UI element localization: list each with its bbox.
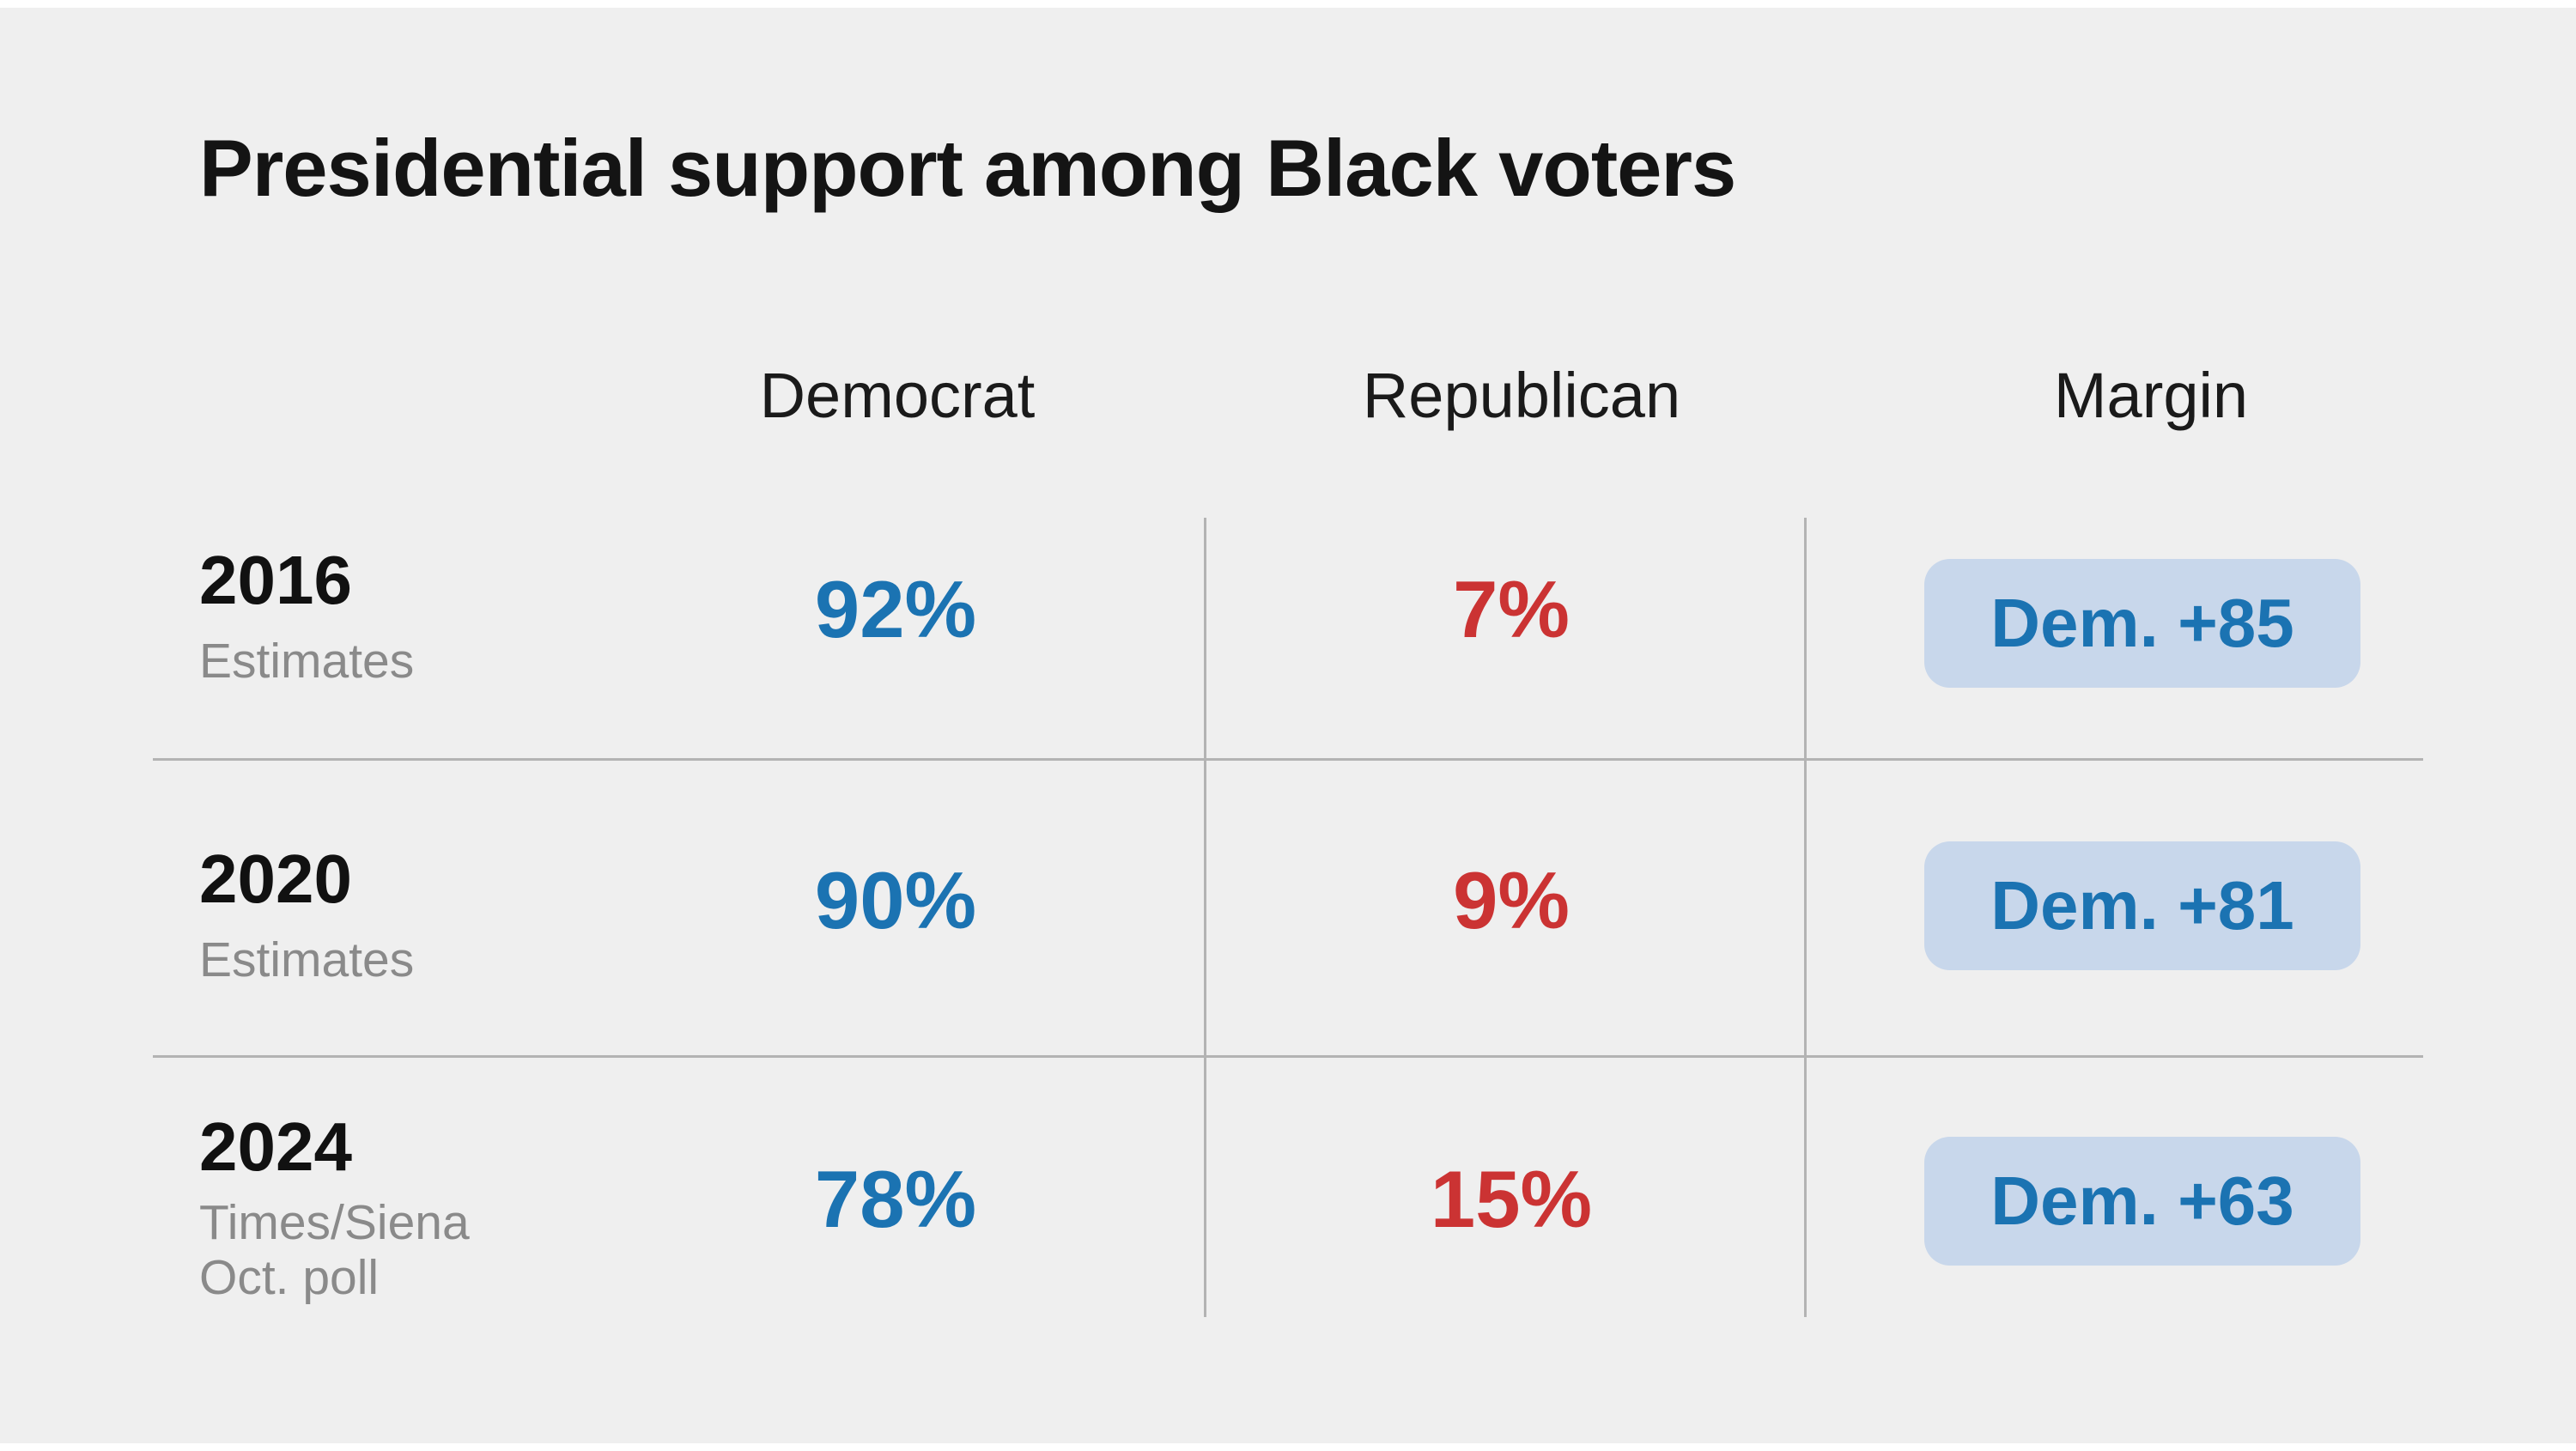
column-divider-2 (1804, 518, 1807, 1317)
bottom-edge-strip (0, 1443, 2576, 1451)
year-label: 2024 (199, 1108, 352, 1185)
year-sublabel: Oct. poll (199, 1250, 380, 1305)
row-divider-1 (153, 758, 2423, 761)
margin-badge: Dem. +81 (1924, 841, 2360, 970)
year-sublabel: Estimates (199, 932, 415, 987)
margin-badge: Dem. +85 (1924, 559, 2360, 688)
column-header-republican: Republican (1362, 360, 1681, 431)
column-header-margin: Margin (2053, 360, 2249, 431)
top-edge-strip (0, 0, 2576, 8)
margin-badge-label: Dem. +63 (1990, 1163, 2294, 1239)
year-sublabel: Times/Siena (199, 1195, 470, 1250)
democrat-value: 78% (814, 1154, 977, 1244)
column-divider-1 (1204, 518, 1206, 1317)
year-sublabel: Estimates (199, 634, 415, 689)
row-divider-2 (153, 1055, 2423, 1058)
margin-badge: Dem. +63 (1924, 1137, 2360, 1266)
column-header-democrat: Democrat (759, 360, 1036, 431)
republican-value: 7% (1453, 564, 1570, 654)
republican-value: 9% (1453, 855, 1570, 945)
margin-badge-label: Dem. +81 (1990, 867, 2294, 944)
chart-title: Presidential support among Black voters (199, 123, 1736, 213)
democrat-value: 90% (814, 855, 977, 945)
year-label: 2020 (199, 841, 352, 917)
democrat-value: 92% (814, 564, 977, 654)
republican-value: 15% (1430, 1154, 1593, 1244)
year-label: 2016 (199, 542, 352, 618)
margin-badge-label: Dem. +85 (1990, 585, 2294, 661)
